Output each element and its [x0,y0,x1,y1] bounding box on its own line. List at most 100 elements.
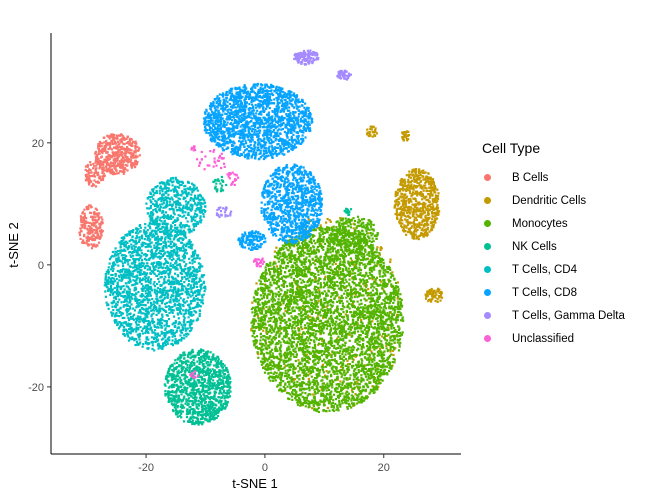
data-point [386,266,389,269]
data-point [267,268,271,271]
data-point [275,332,278,335]
data-point [348,263,351,266]
data-point [346,370,349,373]
data-point [314,382,317,385]
data-point [359,251,362,254]
data-point [401,132,405,135]
data-point [365,344,369,348]
data-point [430,186,433,189]
data-point [425,208,428,211]
data-point [288,269,291,272]
data-point [350,402,353,405]
data-point [339,230,342,233]
data-point [391,314,394,317]
data-point [336,387,339,390]
data-point [82,216,85,219]
data-point [433,219,436,222]
data-point [308,253,311,256]
data-point [402,195,405,198]
data-point [419,207,422,210]
data-point [356,342,359,345]
data-point [330,227,333,230]
data-point [390,326,393,329]
data-point [421,198,424,201]
data-point [301,272,304,275]
data-point [427,200,430,203]
data-point [408,176,411,179]
data-point [267,293,270,296]
data-point [266,310,269,313]
data-point [298,374,301,377]
data-point [112,153,115,156]
data-point [400,224,403,227]
data-point [259,276,263,280]
data-point [129,151,132,155]
data-point [292,268,295,272]
data-point [278,348,282,351]
data-point [299,339,303,342]
data-point [394,200,397,203]
data-point [361,324,364,328]
data-point [367,288,370,291]
data-point [320,400,323,403]
data-point [316,268,319,271]
data-point [271,352,274,355]
data-point [369,381,372,384]
data-point [360,376,363,380]
data-point [315,338,318,341]
data-point [292,378,295,381]
data-point [398,207,401,210]
data-point [273,338,276,341]
data-point [300,362,303,365]
data-point [421,208,425,211]
data-point [320,308,323,311]
data-point [325,410,328,413]
data-point [255,339,258,342]
data-point [368,131,371,134]
data-point [425,232,428,235]
data-point [123,166,127,169]
data-point [375,361,378,365]
data-point [373,308,376,311]
data-point [264,311,267,314]
data-point [392,308,395,311]
data-point [396,325,400,328]
data-point [134,140,137,143]
data-point [296,284,299,287]
data-point [300,326,303,329]
data-point [323,398,326,401]
data-point [329,391,332,394]
data-point [271,294,275,297]
data-point [398,202,401,205]
data-point [306,394,309,397]
data-point [270,284,273,287]
data-point [286,302,289,306]
data-point [370,363,373,366]
data-point [377,310,380,314]
data-point [124,148,127,151]
data-point [393,295,396,298]
data-point [329,353,332,356]
data-point [384,368,387,371]
data-point [351,314,354,317]
data-point [417,225,420,228]
data-point [356,259,359,263]
data-point [400,183,403,186]
data-point [402,189,405,192]
series-monocytes [250,215,405,414]
data-point [418,191,422,194]
data-point [434,215,437,218]
data-point [305,396,308,400]
data-point [264,300,267,303]
data-point [294,258,297,262]
data-point [100,179,103,182]
data-point [92,244,95,247]
data-point [419,202,422,205]
data-point [323,281,326,284]
data-point [361,359,364,362]
data-point [118,166,122,169]
data-point [313,252,316,255]
data-point [385,339,389,342]
data-point [321,392,324,395]
data-point [341,381,344,385]
